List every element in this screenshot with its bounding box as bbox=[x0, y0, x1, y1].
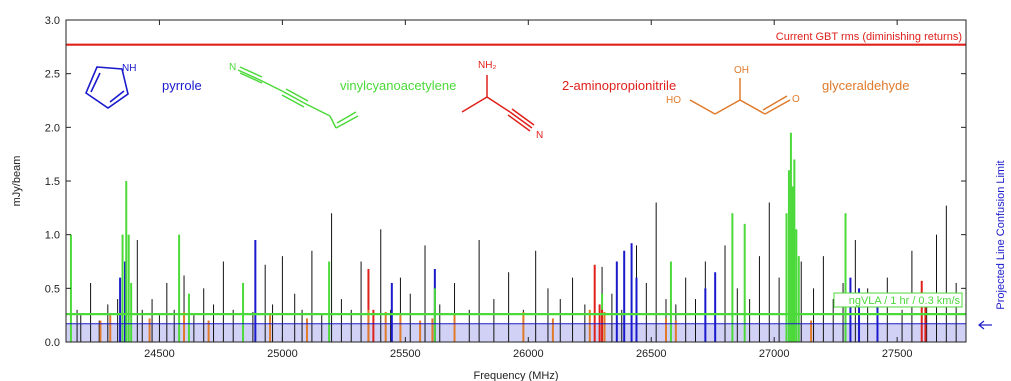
x-axis-label: Frequency (MHz) bbox=[474, 370, 559, 381]
x-tick-label: 25500 bbox=[390, 348, 421, 360]
ngvla-label-box bbox=[833, 292, 963, 308]
x-tick-label: 24500 bbox=[144, 348, 175, 360]
y-axis-ticks: 0.0 0.5 1.0 1.5 2.0 2.5 3.0 bbox=[45, 15, 966, 349]
vinylcyanoacetylene-structure bbox=[237, 66, 359, 129]
y-tick-label: 0.0 bbox=[45, 337, 60, 349]
y-tick-label: 2.5 bbox=[45, 69, 60, 81]
confusion-limit-band bbox=[66, 323, 966, 342]
glyceraldehyde-label: glyceraldehyde bbox=[822, 78, 909, 93]
confusion-limit-label: Projected Line Confusion Limit bbox=[995, 160, 1007, 309]
y-tick-label: 2.0 bbox=[45, 122, 60, 134]
spectral-lines bbox=[69, 132, 957, 342]
x-tick-label: 26000 bbox=[513, 348, 544, 360]
reference-lines bbox=[66, 43, 966, 325]
pyrrole-atom-nh: NH bbox=[122, 63, 136, 74]
y-tick-label: 0.5 bbox=[45, 283, 60, 295]
arrow-left-icon bbox=[978, 320, 992, 330]
plot-frame bbox=[65, 19, 967, 343]
y-tick-label: 1.5 bbox=[45, 176, 60, 188]
y-tick-label: 3.0 bbox=[45, 15, 60, 27]
y-axis-label: mJy/beam bbox=[11, 156, 23, 207]
gly-atom-ho: HO bbox=[666, 95, 681, 106]
x-tick-label: 27500 bbox=[882, 348, 913, 360]
x-tick-label: 26500 bbox=[636, 348, 667, 360]
vinylcyanoacetylene-label: vinylcyanoacetylene bbox=[340, 78, 456, 93]
gly-atom-oh: OH bbox=[734, 65, 749, 76]
aminopropionitrile-structure bbox=[461, 75, 535, 132]
ap-atom-n: N bbox=[536, 130, 543, 141]
ap-atom-nh2: NH₂ bbox=[478, 60, 496, 71]
pyrrole-label: pyrrole bbox=[162, 78, 202, 93]
vca-atom-n: N bbox=[229, 62, 236, 73]
y-tick-label: 1.0 bbox=[45, 230, 60, 242]
pyrrole-structure bbox=[85, 66, 129, 109]
x-tick-label: 27000 bbox=[759, 348, 790, 360]
gbt-rms-label: Current GBT rms (diminishing returns) bbox=[776, 31, 962, 43]
aminopropionitrile-label: 2-aminopropionitrile bbox=[562, 78, 676, 93]
ngvla-label: ngVLA / 1 hr / 0.3 km/s bbox=[849, 295, 961, 307]
glyceraldehyde-structure bbox=[689, 78, 791, 115]
x-axis-ticks: 24500 25000 25500 26000 26500 27000 27500 bbox=[144, 20, 912, 360]
x-tick-label: 25000 bbox=[267, 348, 298, 360]
gly-atom-o: O bbox=[792, 94, 800, 105]
